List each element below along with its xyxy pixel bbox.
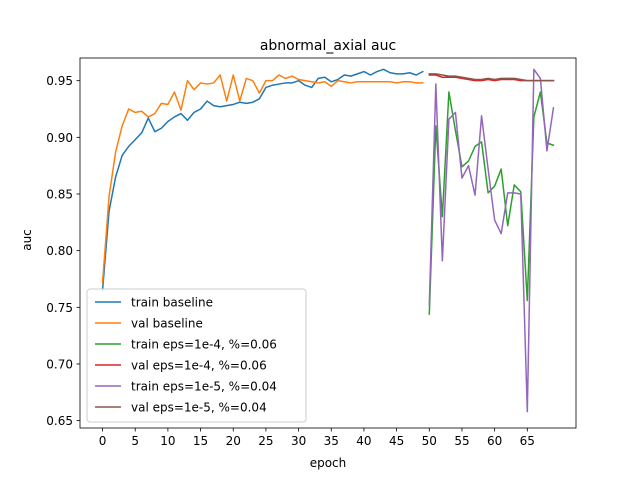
x-tick-label: 45 — [389, 434, 404, 448]
series-line-2 — [101, 74, 424, 284]
x-tick-label: 35 — [324, 434, 339, 448]
legend: train baseline val baseline train eps=1e-4… — [86, 288, 307, 423]
legend-label: val eps=1e-4, %=0.06 — [131, 359, 267, 373]
x-tick-label: 0 — [99, 434, 107, 448]
legend-label: train eps=1e-5, %=0.04 — [131, 380, 277, 394]
plot-frame — [79, 57, 577, 429]
x-tick-label: 25 — [258, 434, 273, 448]
x-tick-label: 65 — [520, 434, 535, 448]
y-tick-label: 0.75 — [46, 301, 73, 315]
series-line-6 — [428, 73, 555, 82]
x-tick-label: 55 — [454, 434, 469, 448]
legend-label: train eps=1e-4, %=0.06 — [131, 338, 277, 352]
x-tick-label: 40 — [356, 434, 371, 448]
x-tick-label: 5 — [131, 434, 139, 448]
x-tick-label: 60 — [487, 434, 502, 448]
axes-layer: 0 5 10 15 20 25 30 35 40 45 50 55 60 65 0.65 0.70 0.75 0.… — [46, 57, 577, 448]
legend-box — [86, 288, 307, 423]
legend-label: train baseline — [131, 296, 213, 310]
y-axis-label: auc — [20, 229, 34, 251]
y-tick-label: 0.70 — [46, 357, 73, 371]
x-tick-label: 50 — [422, 434, 437, 448]
x-axis-label: epoch — [310, 456, 347, 470]
y-tick-label: 0.80 — [46, 244, 73, 258]
x-tick-label: 15 — [193, 434, 208, 448]
x-tick-label: 10 — [160, 434, 175, 448]
y-tick-label: 0.85 — [46, 187, 73, 201]
chart-title: abnormal_axial auc — [260, 38, 396, 54]
series-line-5 — [428, 68, 555, 413]
y-tick-label: 0.95 — [46, 74, 73, 88]
x-tick-label: 20 — [226, 434, 241, 448]
legend-label: val eps=1e-5, %=0.04 — [131, 401, 267, 415]
series-layer — [101, 68, 555, 413]
x-tick-label: 30 — [291, 434, 306, 448]
y-tick-label: 0.90 — [46, 131, 73, 145]
series-line-1 — [101, 68, 424, 292]
y-tick-label: 0.65 — [46, 414, 73, 428]
legend-label: val baseline — [131, 317, 203, 331]
